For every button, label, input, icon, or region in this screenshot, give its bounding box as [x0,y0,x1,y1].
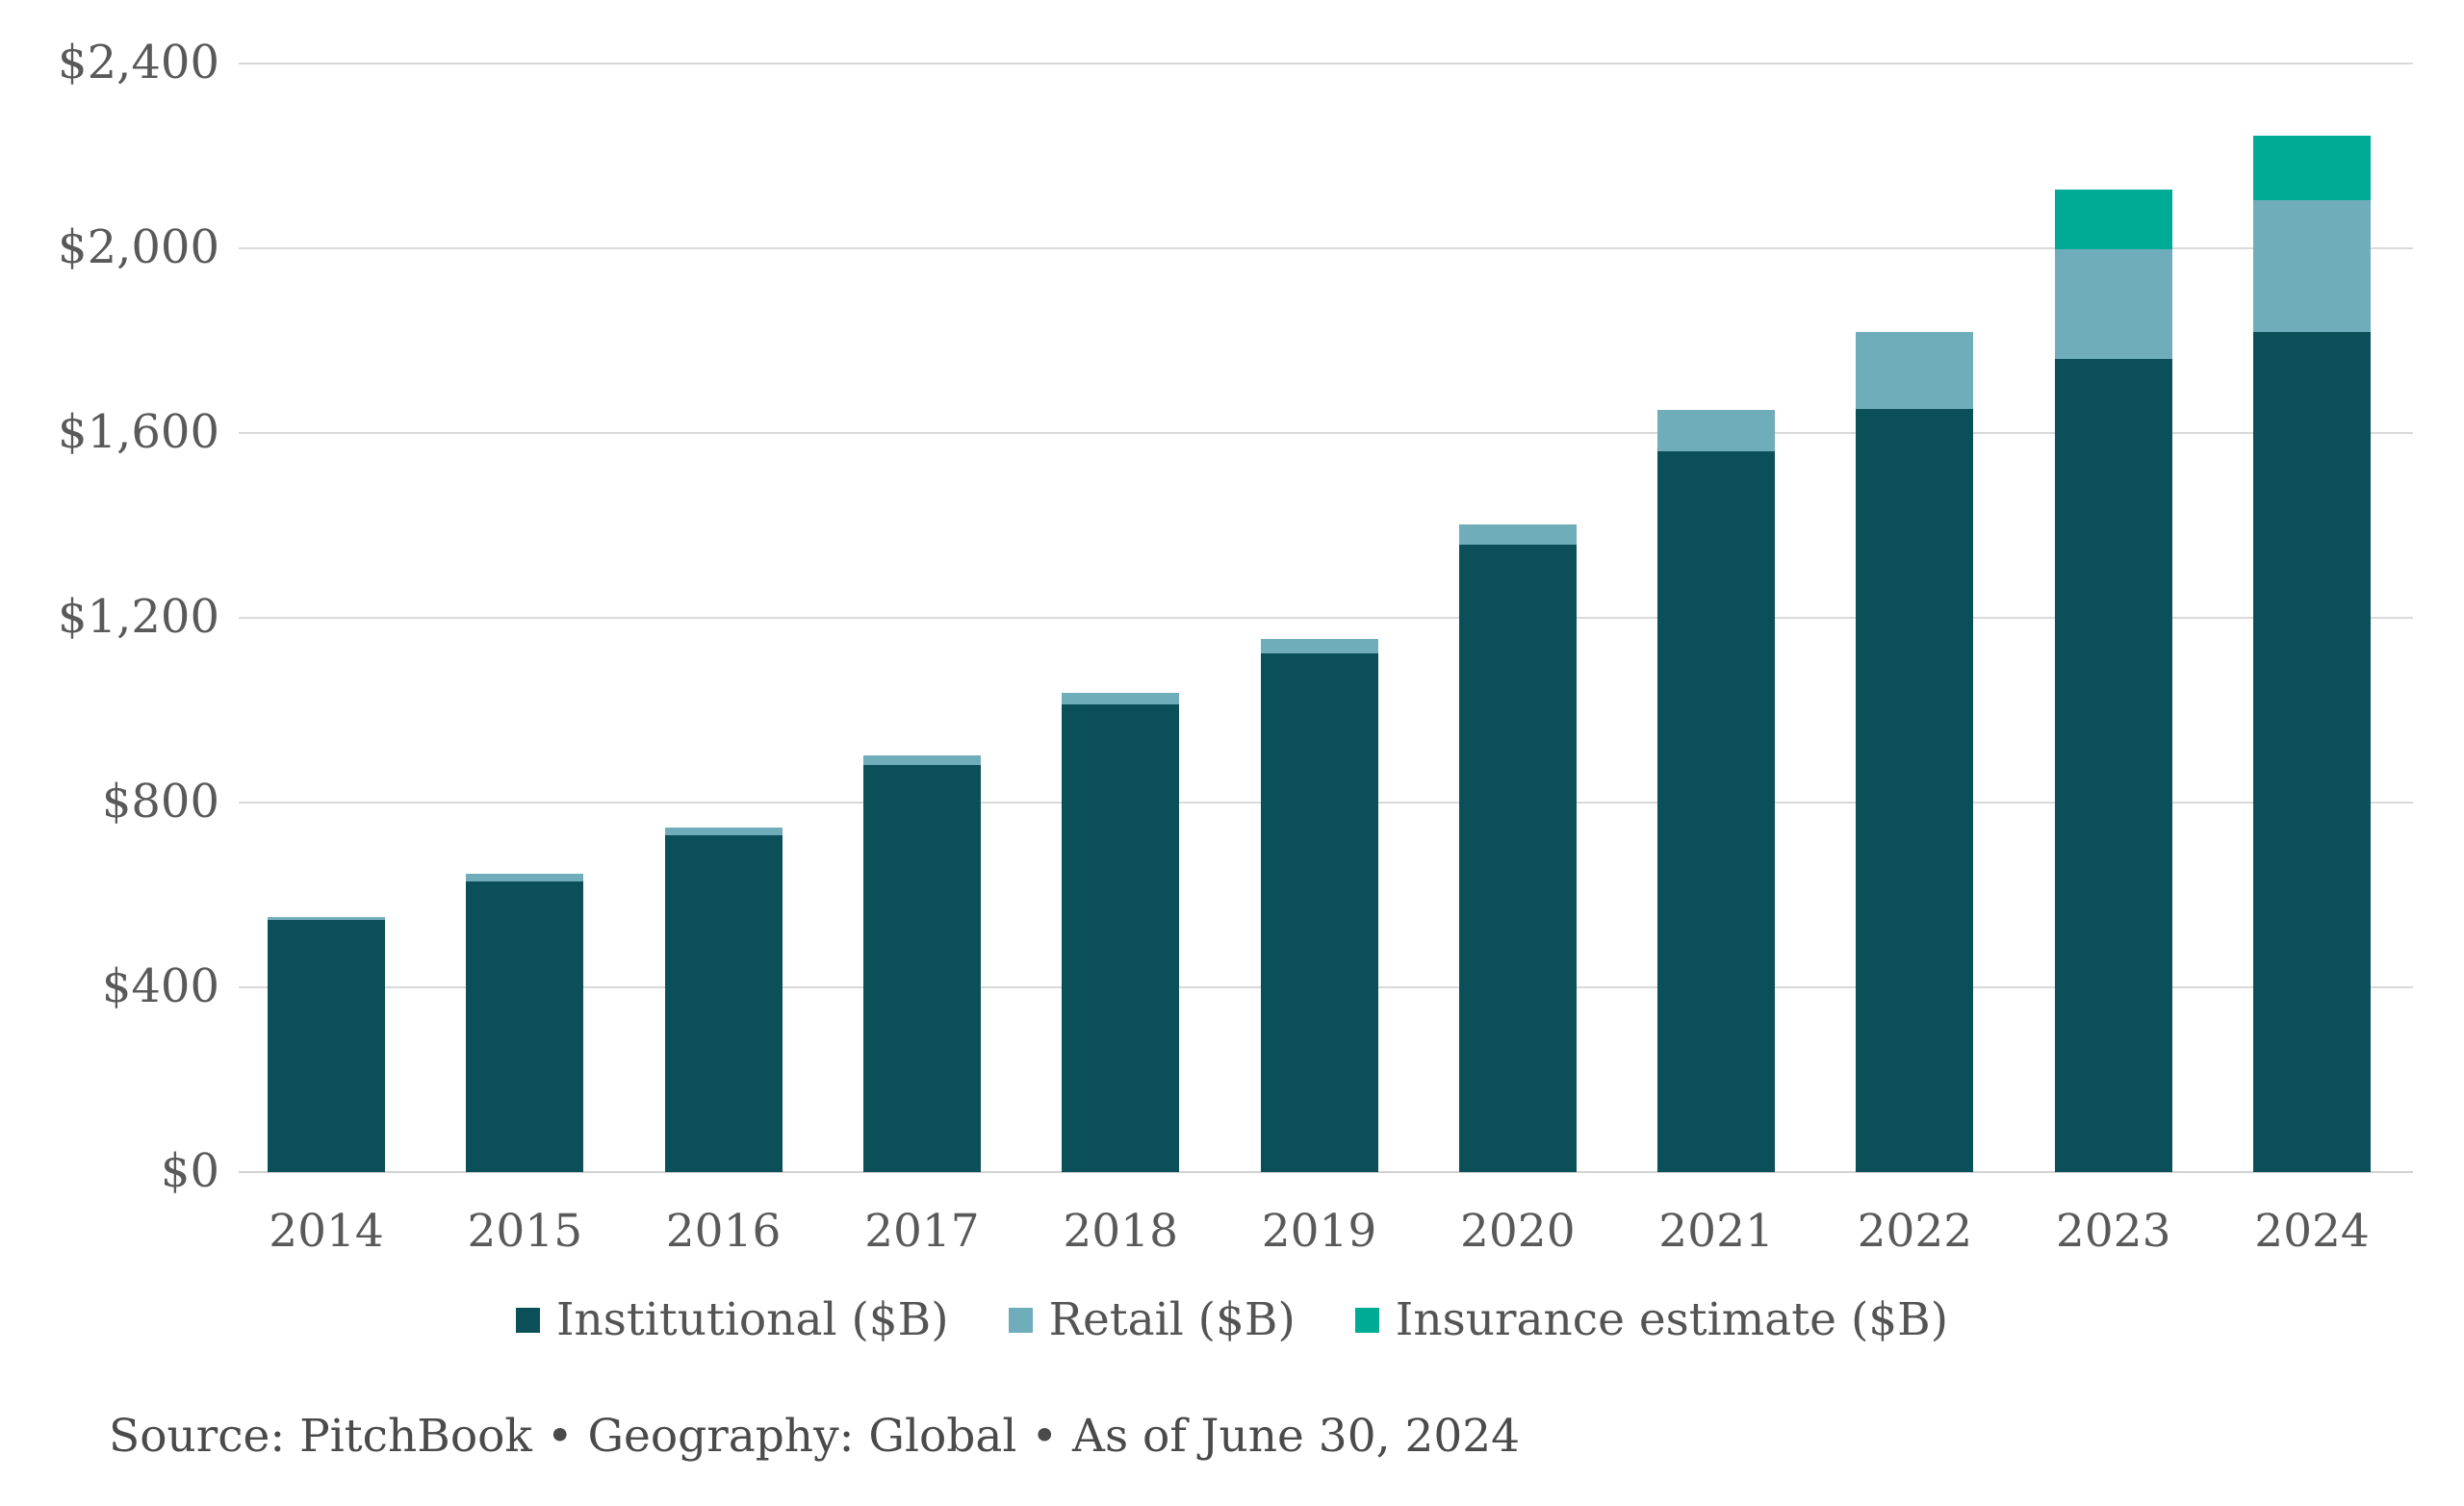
legend-label-institutional-b: Institutional ($B) [555,1293,949,1346]
bar-segment-2019-retail-b [1260,638,1378,654]
bar-segment-2016-retail-b [664,827,783,836]
x-tick-label-2018: 2018 [1063,1205,1178,1258]
bar-segment-2022-institutional-b [1856,409,1974,1172]
legend-swatch-insurance-estimate-b [1354,1307,1379,1333]
legend-swatch-institutional-b [515,1307,540,1333]
legend-label-insurance-estimate-b: Insurance estimate ($B) [1395,1293,1949,1346]
bar-segment-2014-institutional-b [268,919,385,1172]
bar-segment-2024-institutional-b [2253,331,2371,1172]
bar-segment-2014-retail-b [268,916,385,920]
legend-item-retail-b: Retail ($B) [1008,1293,1296,1346]
x-tick-label-2024: 2024 [2254,1205,2370,1258]
x-tick-label-2022: 2022 [1857,1205,1973,1258]
x-tick-label-2023: 2023 [2055,1205,2171,1258]
bar-segment-2021-institutional-b [1657,451,1776,1172]
bar-segment-2023-institutional-b [2054,359,2172,1172]
y-gridline [239,63,2413,64]
bar-segment-2024-insurance-estimate-b [2253,136,2371,201]
bar-segment-2024-retail-b [2253,200,2371,332]
x-tick-label-2020: 2020 [1459,1205,1576,1258]
source-note: Source: PitchBook • Geography: Global • … [109,1410,1521,1463]
x-axis-line [239,1171,2413,1173]
y-gridline [239,247,2413,249]
y-tick-label: $2,400 [58,35,219,89]
x-tick-label-2021: 2021 [1658,1205,1774,1258]
bar-segment-2015-institutional-b [466,881,584,1172]
y-tick-label: $1,600 [58,404,219,459]
bar-segment-2022-retail-b [1856,331,1974,410]
bar-segment-2020-institutional-b [1458,545,1577,1172]
x-tick-label-2017: 2017 [864,1205,980,1258]
legend-swatch-retail-b [1008,1307,1033,1333]
bar-segment-2018-retail-b [1062,692,1180,705]
y-tick-label: $1,200 [58,589,219,644]
legend-label-retail-b: Retail ($B) [1048,1293,1296,1346]
y-tick-label: $2,000 [58,219,219,274]
y-tick-label: $400 [101,958,219,1013]
legend-item-insurance-estimate-b: Insurance estimate ($B) [1354,1293,1949,1346]
bar-segment-2017-retail-b [862,754,981,766]
bar-segment-2023-insurance-estimate-b [2054,190,2172,249]
y-tick-label: $800 [101,774,219,829]
bar-segment-2016-institutional-b [664,835,783,1172]
x-tick-label-2014: 2014 [269,1205,384,1258]
x-tick-label-2019: 2019 [1261,1205,1377,1258]
y-gridline [239,617,2413,619]
y-gridline [239,432,2413,434]
legend: Institutional ($B) Retail ($B) Insurance e… [0,1293,2464,1346]
bar-segment-2020-retail-b [1458,524,1577,546]
x-tick-label-2016: 2016 [665,1205,782,1258]
bar-segment-2021-retail-b [1657,410,1776,452]
bar-segment-2019-institutional-b [1260,653,1378,1172]
y-tick-label: $0 [160,1143,219,1198]
bar-segment-2018-institutional-b [1062,704,1180,1172]
bar-segment-2017-institutional-b [862,765,981,1172]
legend-item-institutional-b: Institutional ($B) [515,1293,949,1346]
x-tick-label-2015: 2015 [467,1205,583,1258]
bar-segment-2015-retail-b [466,874,584,882]
bar-segment-2023-retail-b [2054,248,2172,360]
